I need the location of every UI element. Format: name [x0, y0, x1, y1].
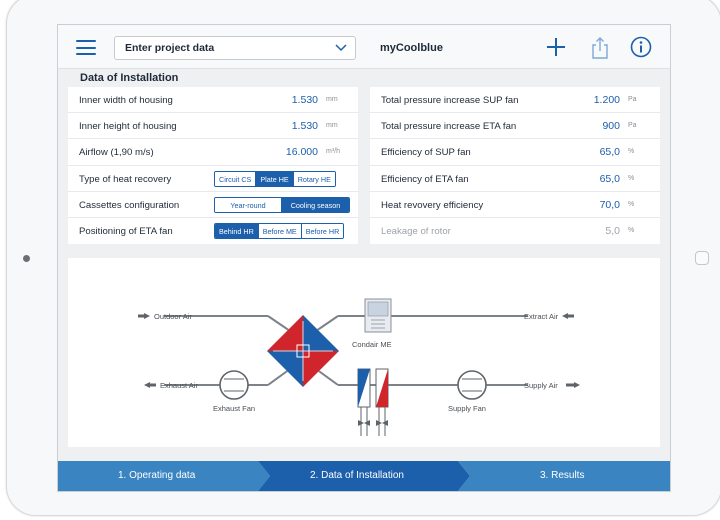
plate-heat-exchanger-icon[interactable]	[267, 315, 339, 387]
ahu-diagram-panel: Outdoor Air Extract Air Exhaust Air Supp…	[68, 258, 660, 447]
param-unit: Pa	[628, 96, 637, 103]
param-label: Leakage of rotor	[381, 225, 451, 237]
param-row-sup-efficiency: Efficiency of SUP fan 65,0 %	[370, 139, 660, 166]
step-operating-data[interactable]: 1. Operating data	[118, 470, 196, 481]
param-row-eta-fan-position: Positioning of ETA fan Behind HR Before …	[68, 218, 358, 244]
param-label: Total pressure increase SUP fan	[381, 95, 519, 106]
option-circuit-cs[interactable]: Circuit CS	[215, 171, 256, 186]
project-select-label: Enter project data	[125, 42, 215, 54]
installation-params-left: Inner width of housing 1.530 mm Inner he…	[68, 87, 358, 244]
outdoor-air-label: Outdoor Air	[154, 312, 192, 321]
supply-fan-icon[interactable]	[457, 370, 487, 400]
eta-fan-segmented-control: Behind HR Before ME Before HR	[214, 222, 345, 239]
param-row-hr-efficiency: Heat revovery efficiency 70,0 %	[370, 192, 660, 218]
installation-params-right: Total pressure increase SUP fan 1.200 Pa…	[370, 87, 660, 244]
step-navigation: 1. Operating data 2. Data of Installatio…	[58, 461, 670, 491]
param-label: Airflow (1,90 m/s)	[79, 147, 154, 159]
param-row-eta-pressure: Total pressure increase ETA fan 900 Pa	[370, 113, 660, 140]
app-screen: Enter project data myCoolblue Data of In…	[57, 24, 671, 492]
param-label: Total pressure increase ETA fan	[381, 121, 517, 133]
step-data-of-installation[interactable]: 2. Data of Installation	[310, 470, 404, 481]
option-before-hr[interactable]: Before HR	[300, 223, 344, 238]
step-results[interactable]: 3. Results	[540, 470, 585, 481]
tablet-frame: Enter project data myCoolblue Data of In…	[6, 0, 720, 516]
duct-line	[267, 315, 291, 332]
param-value[interactable]: 900	[602, 120, 620, 133]
duct-line	[315, 315, 339, 332]
exhaust-fan-icon[interactable]	[219, 370, 249, 400]
plus-icon[interactable]	[546, 37, 566, 57]
exhaust-air-label: Exhaust Air	[160, 381, 198, 390]
param-value[interactable]: 1.530	[291, 94, 318, 106]
ahu-schematic: Outdoor Air Extract Air Exhaust Air Supp…	[138, 298, 580, 436]
chevron-down-icon	[335, 44, 347, 52]
humidifier-icon[interactable]	[364, 298, 392, 333]
camera-dot	[23, 255, 30, 262]
param-row-airflow: Airflow (1,90 m/s) 16.000 m³/h	[68, 139, 358, 166]
app-title: myCoolblue	[380, 42, 443, 54]
param-row-sup-pressure: Total pressure increase SUP fan 1.200 Pa	[370, 87, 660, 114]
param-row-inner-width: Inner width of housing 1.530 mm	[68, 87, 358, 114]
home-button[interactable]	[695, 251, 709, 265]
param-unit: %	[628, 226, 635, 234]
param-label: Positioning of ETA fan	[79, 225, 173, 237]
param-unit: %	[628, 148, 635, 156]
param-row-cassettes-config: Cassettes configuration Year-round Cooli…	[68, 192, 358, 218]
param-row-heat-recovery-type: Type of heat recovery Circuit CS Plate H…	[68, 166, 358, 192]
param-row-eta-efficiency: Efficiency of ETA fan 65,0 %	[370, 166, 660, 192]
option-plate-he[interactable]: Plate HE	[255, 171, 293, 186]
param-value[interactable]: 65,0	[599, 172, 620, 185]
section-title: Data of Installation	[80, 72, 179, 84]
param-label: Cassettes configuration	[79, 199, 180, 211]
share-icon[interactable]	[592, 37, 608, 59]
duct-line	[315, 368, 339, 386]
param-value[interactable]: 65,0	[599, 146, 620, 159]
info-icon[interactable]	[630, 36, 652, 58]
extract-air-label: Extract Air	[524, 312, 559, 321]
param-unit: %	[628, 174, 635, 182]
param-label: Efficiency of SUP fan	[381, 147, 471, 159]
option-year-round[interactable]: Year-round	[215, 197, 281, 212]
valve-icon	[358, 420, 388, 426]
exhaust-fan-label: Exhaust Fan	[213, 404, 255, 413]
supply-fan-label: Supply Fan	[448, 404, 486, 413]
hamburger-menu-icon[interactable]	[76, 40, 96, 55]
heating-coil-icon[interactable]	[375, 368, 389, 436]
param-unit: mm	[326, 122, 338, 130]
param-label: Efficiency of ETA fan	[381, 173, 469, 185]
param-unit: Pa	[628, 122, 637, 130]
param-row-rotor-leakage: Leakage of rotor 5,0 %	[370, 218, 660, 244]
param-unit: %	[628, 200, 635, 208]
heat-recovery-segmented-control: Circuit CS Plate HE Rotary HE	[214, 170, 336, 187]
duct-line	[267, 368, 291, 386]
param-unit: m³/h	[326, 148, 340, 156]
top-bar: Enter project data myCoolblue	[58, 25, 670, 69]
param-value: 5,0	[605, 224, 620, 237]
param-unit: mm	[326, 96, 338, 103]
supply-air-label: Supply Air	[524, 381, 558, 390]
param-label: Heat revovery efficiency	[381, 199, 484, 211]
param-value[interactable]: 1.530	[291, 120, 318, 133]
param-label: Type of heat recovery	[79, 173, 172, 185]
option-behind-hr[interactable]: Behind HR	[215, 223, 258, 238]
option-cooling-season[interactable]: Cooling season	[281, 197, 349, 212]
condair-label: Condair ME	[352, 340, 392, 349]
param-row-inner-height: Inner height of housing 1.530 mm	[68, 113, 358, 140]
param-value[interactable]: 16.000	[285, 146, 318, 159]
param-value[interactable]: 70,0	[599, 198, 620, 211]
option-rotary-he[interactable]: Rotary HE	[292, 171, 335, 186]
param-label: Inner height of housing	[79, 121, 177, 133]
param-value[interactable]: 1.200	[593, 94, 620, 106]
project-select[interactable]: Enter project data	[114, 36, 356, 60]
cooling-coil-icon[interactable]	[357, 368, 371, 436]
param-label: Inner width of housing	[79, 95, 173, 106]
step-bar	[58, 461, 670, 491]
option-before-me[interactable]: Before ME	[257, 223, 301, 238]
cassettes-segmented-control: Year-round Cooling season	[214, 196, 350, 213]
